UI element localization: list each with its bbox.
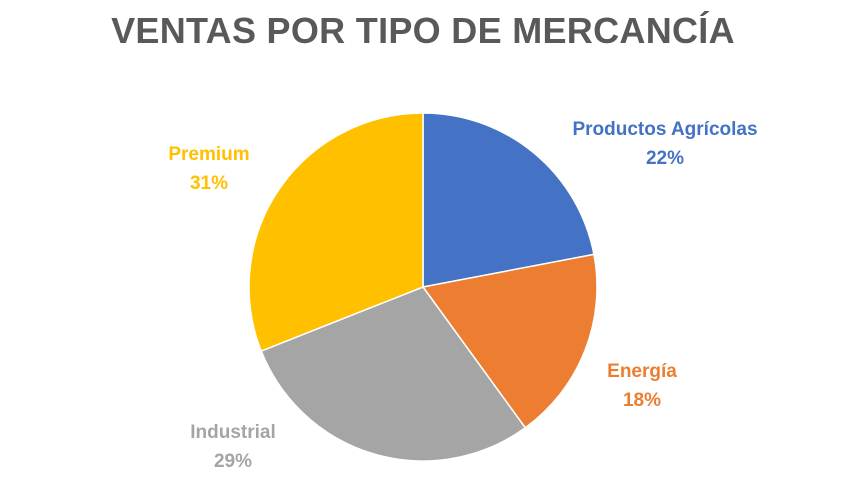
slice-label-premium-name: Premium [168,144,250,165]
slice-label-productos-agricolas-value: 22% [645,148,685,169]
slice-label-productos-agricolas-name: Productos Agrícolas [572,119,758,140]
pie-slices [248,112,598,462]
slice-label-energia-value: 18% [622,390,662,411]
pie-slice-premium [248,112,424,353]
slice-label-industrial-name: Industrial [190,422,276,443]
slice-label-industrial: Industrial 29% [190,418,276,476]
chart-title: VENTAS POR TIPO DE MERCANCÍA [111,10,735,51]
slice-label-premium-value: 31% [189,173,229,194]
slice-label-industrial-value: 29% [213,451,253,472]
pie-slice-productos-agricolas [422,112,595,288]
slice-label-energia-name: Energía [607,361,677,382]
slice-label-productos-agricolas: Productos Agrícolas 22% [572,115,757,173]
pie-slice-energia [421,253,598,429]
slice-label-energia: Energía 18% [607,357,677,415]
slice-label-premium: Premium 31% [168,140,249,198]
pie-slice-industrial [260,286,527,462]
